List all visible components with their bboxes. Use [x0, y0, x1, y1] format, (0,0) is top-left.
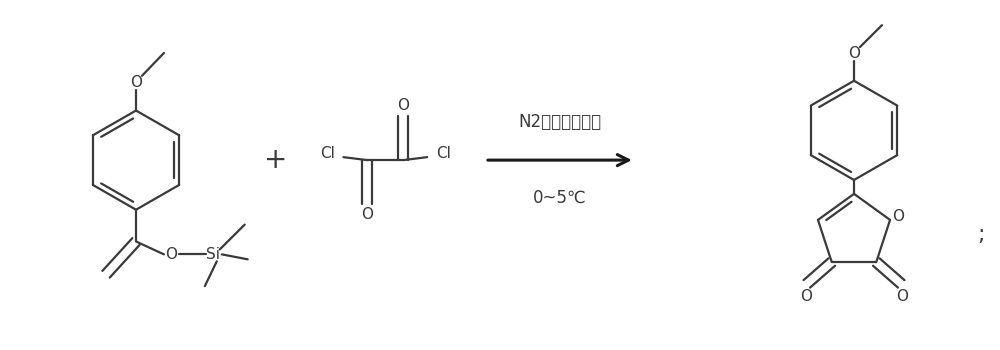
Text: O: O — [361, 207, 373, 222]
Text: Si: Si — [206, 247, 220, 262]
Text: O: O — [848, 47, 860, 62]
Text: N2，弱酸性条件: N2，弱酸性条件 — [518, 113, 601, 131]
Text: Cl: Cl — [320, 146, 335, 161]
Text: O: O — [165, 247, 177, 262]
Text: Cl: Cl — [436, 146, 451, 161]
Text: O: O — [892, 209, 904, 224]
Text: O: O — [896, 289, 908, 304]
Text: ;: ; — [977, 224, 984, 245]
Text: 0~5℃: 0~5℃ — [533, 189, 587, 207]
Text: O: O — [800, 289, 812, 304]
Text: +: + — [264, 146, 287, 174]
Text: O: O — [397, 98, 409, 113]
Text: O: O — [130, 75, 142, 90]
